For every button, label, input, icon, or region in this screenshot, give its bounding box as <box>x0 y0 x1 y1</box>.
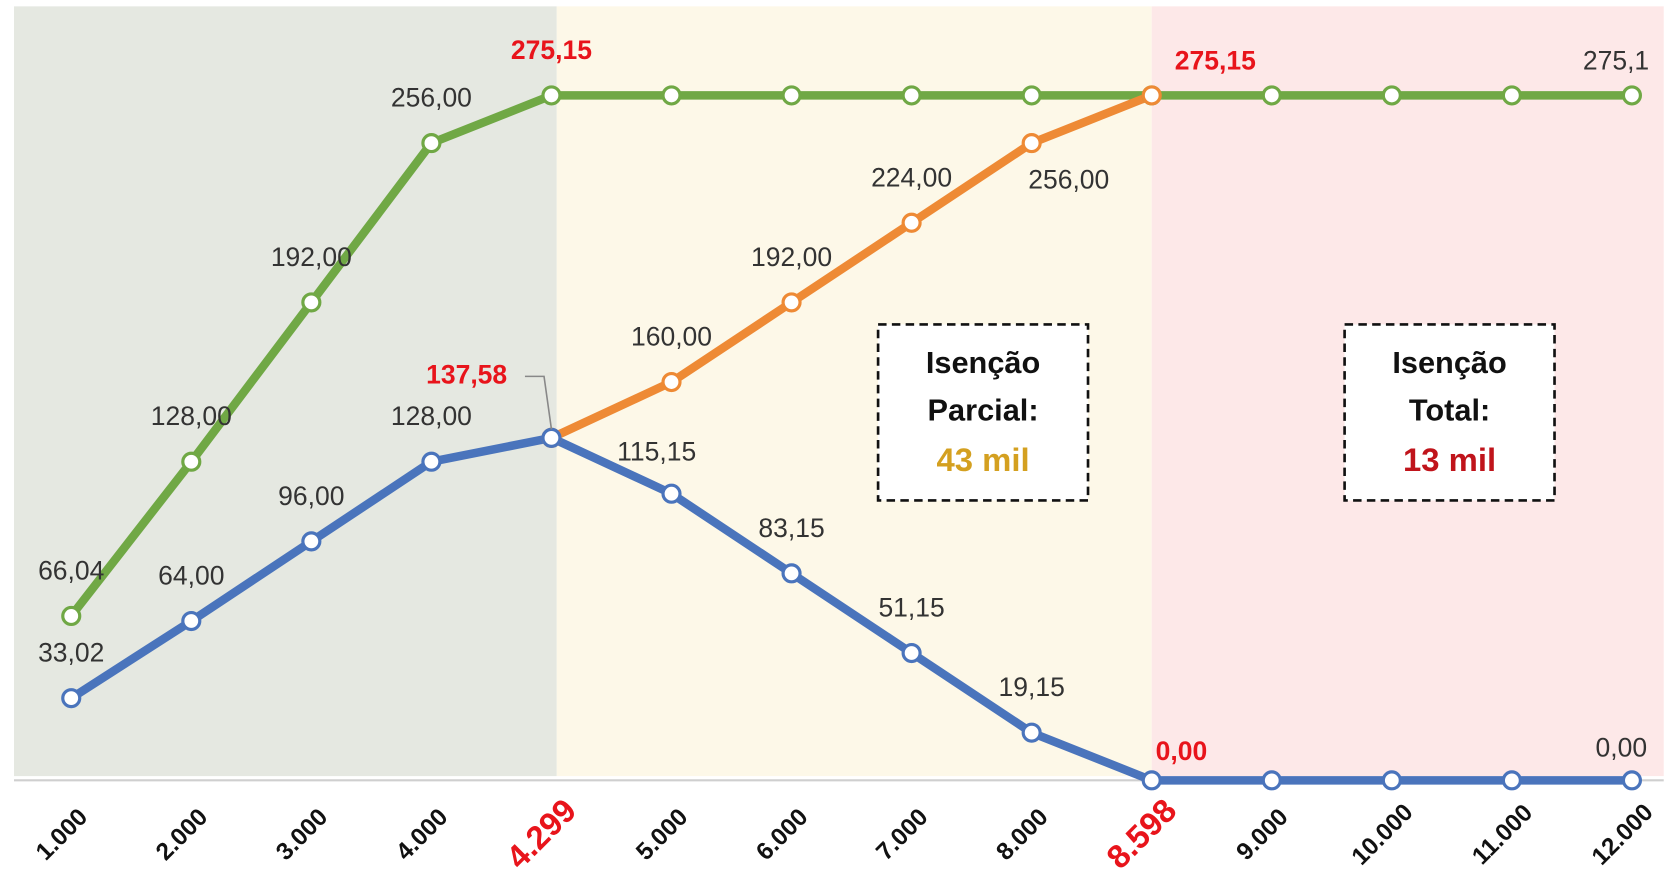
x-tick-label: 3.000 <box>271 804 333 866</box>
marker <box>901 85 922 106</box>
marker <box>661 371 682 393</box>
value-label: 275,1 <box>1583 46 1649 76</box>
marker <box>1261 770 1282 791</box>
series-line <box>549 91 1154 442</box>
x-tick-label: 12.000 <box>1587 799 1659 871</box>
value-label: 19,15 <box>998 672 1064 702</box>
marker <box>1621 85 1642 106</box>
marker <box>901 212 922 233</box>
value-label: 51,15 <box>878 593 944 623</box>
marker <box>1141 770 1162 791</box>
marker <box>421 133 442 154</box>
marker <box>661 85 682 106</box>
marker <box>1261 85 1282 106</box>
x-tick-label: 10.000 <box>1347 799 1419 871</box>
value-label: 128,00 <box>151 401 232 431</box>
plot: Isenção Parcial: 43 mil Isenção Total: 13 mil… <box>31 35 1659 876</box>
x-tick-label: 7.000 <box>871 804 933 866</box>
marker <box>301 292 322 313</box>
x-tick-label: 4.299 <box>499 791 583 875</box>
marker <box>541 85 562 106</box>
annotation-text: Isenção <box>926 345 1040 380</box>
value-label: 275,15 <box>1175 46 1256 76</box>
marker <box>61 605 82 627</box>
x-tick-label: 2.000 <box>151 804 213 866</box>
marker <box>181 451 202 472</box>
annotation-box <box>1343 323 1556 502</box>
series-line <box>68 433 1632 785</box>
marker <box>301 531 322 552</box>
marker <box>541 427 562 448</box>
marker <box>901 642 922 664</box>
value-label: 192,00 <box>751 242 832 272</box>
value-label: 137,58 <box>426 359 507 389</box>
value-label: 115,15 <box>617 436 696 466</box>
value-label: 96,00 <box>278 481 344 511</box>
value-label: 83,15 <box>758 513 824 543</box>
annotation-text: Total: <box>1409 393 1490 428</box>
marker <box>1621 770 1642 791</box>
x-tick-label: 4.000 <box>391 804 453 866</box>
marker <box>661 483 682 504</box>
marker <box>1021 133 1042 154</box>
value-label: 33,02 <box>38 638 104 668</box>
value-label: 224,00 <box>871 162 952 192</box>
value-label: 160,00 <box>631 322 712 352</box>
marker <box>1501 770 1522 791</box>
value-label: 0,00 <box>1596 733 1648 763</box>
x-tick-label: 11.000 <box>1467 799 1538 870</box>
annotation-value: 43 mil <box>936 441 1029 478</box>
marker <box>61 688 82 709</box>
annotation-text: Isenção <box>1392 345 1506 380</box>
marker <box>421 451 442 472</box>
marker <box>1381 770 1402 791</box>
x-tick-label: 6.000 <box>751 804 813 866</box>
value-label: 128,00 <box>391 401 472 431</box>
annotation-box <box>876 323 1090 502</box>
band <box>13 6 557 777</box>
series-line <box>67 91 1632 619</box>
annotation-value: 13 mil <box>1403 441 1496 478</box>
leader-line <box>524 375 553 430</box>
annotation-text: Parcial: <box>928 393 1039 428</box>
marker <box>1381 85 1402 106</box>
value-label: 0,00 <box>1156 736 1208 766</box>
x-tick-label: 9.000 <box>1231 804 1293 866</box>
marker <box>1021 722 1042 743</box>
x-tick-label: 8.000 <box>991 804 1053 866</box>
value-label: 256,00 <box>391 83 472 113</box>
value-label: 275,15 <box>511 35 592 65</box>
marker <box>181 610 202 632</box>
marker <box>781 85 802 106</box>
x-tick-label: 8.598 <box>1099 791 1183 875</box>
value-label: 64,00 <box>158 561 224 591</box>
marker <box>781 292 802 313</box>
x-tick-label: 5.000 <box>631 804 693 866</box>
marker <box>1501 85 1522 106</box>
value-label: 66,04 <box>38 555 104 585</box>
marker <box>1021 85 1042 106</box>
marker <box>1141 85 1162 106</box>
value-label: 192,00 <box>271 242 352 272</box>
marker <box>781 563 802 584</box>
x-tick-label: 1.000 <box>31 804 93 866</box>
value-label: 256,00 <box>1028 164 1109 194</box>
